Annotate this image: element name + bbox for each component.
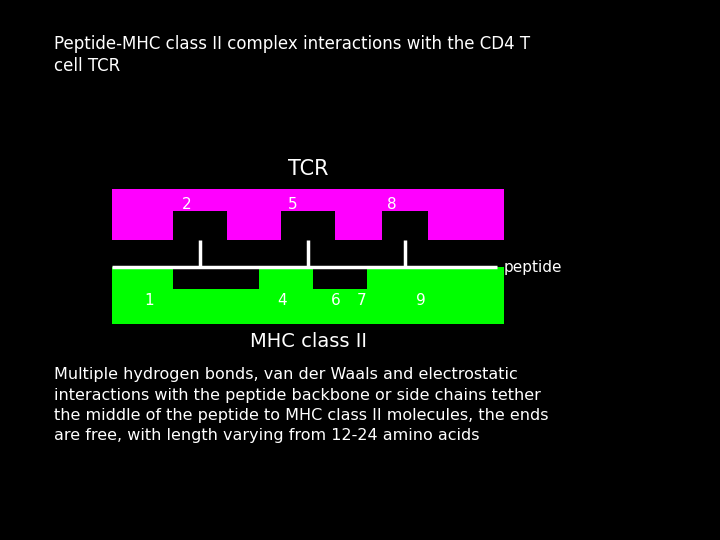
Text: 5: 5 [288,197,297,212]
Text: peptide: peptide [504,260,562,275]
Text: Multiple hydrogen bonds, van der Waals and electrostatic
interactions with the p: Multiple hydrogen bonds, van der Waals a… [54,367,549,443]
Text: TCR: TCR [288,159,328,179]
Text: 8: 8 [387,197,397,212]
Bar [112,189,504,240]
Bar [313,267,367,289]
Bar [281,211,335,240]
Text: Peptide-MHC class II complex interactions with the CD4 T
cell TCR: Peptide-MHC class II complex interaction… [54,35,530,75]
Text: 1: 1 [144,293,153,308]
Bar [173,267,259,289]
Bar [382,211,428,240]
Text: 4: 4 [277,293,287,308]
Text: 9: 9 [416,293,426,308]
Text: 6: 6 [331,293,341,308]
Text: 7: 7 [356,293,366,308]
Bar [112,267,504,324]
Text: 2: 2 [181,197,191,212]
Text: MHC class II: MHC class II [250,332,366,351]
Bar [173,211,227,240]
